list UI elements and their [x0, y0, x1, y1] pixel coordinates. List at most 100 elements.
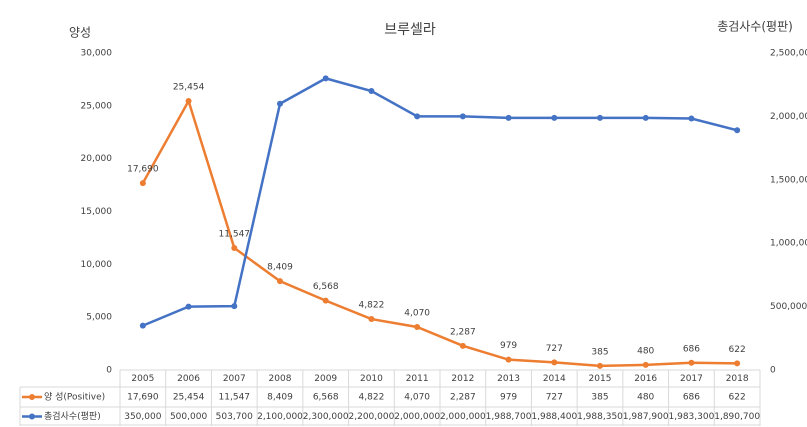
x-tick-label: 2006	[177, 374, 200, 384]
point	[322, 75, 329, 82]
point	[459, 342, 466, 349]
y2-tick-label: 0	[770, 366, 776, 376]
data-label: 25,454	[173, 83, 205, 93]
y2-axis-label: 총검사수(평판)	[717, 20, 793, 34]
table-cell: 25,454	[173, 393, 205, 403]
data-label: 727	[546, 344, 563, 354]
table-cell: 8,409	[267, 393, 293, 403]
x-tick-label: 2010	[360, 374, 383, 384]
y2-tick-label: 2,000,000	[770, 112, 807, 122]
table-cell: 1,988,400	[531, 412, 577, 422]
table-cell: 2,200,000	[349, 412, 395, 422]
point	[642, 361, 649, 368]
x-tick-label: 2015	[589, 374, 612, 384]
data-label: 11,547	[219, 229, 251, 239]
point	[688, 359, 695, 366]
point	[414, 113, 421, 120]
y-tick-label: 25,000	[81, 101, 113, 111]
table-cell: 385	[591, 393, 608, 403]
legend-label: 총검사수(평판)	[44, 410, 101, 422]
point	[368, 316, 375, 323]
point	[597, 114, 603, 121]
y-tick-label: 10,000	[81, 260, 113, 270]
table-cell: 2,100,000	[257, 412, 303, 422]
x-tick-label: 2018	[726, 374, 749, 384]
table-cell: 4,070	[404, 393, 430, 403]
point	[185, 303, 192, 310]
x-tick-label: 2011	[406, 374, 429, 384]
legend-label: 양 성(Positive)	[44, 392, 105, 403]
y-tick-label: 30,000	[81, 49, 113, 59]
table-cell: 11,547	[219, 393, 251, 403]
point	[505, 114, 512, 121]
data-label: 622	[729, 345, 746, 355]
x-tick-label: 2014	[543, 374, 566, 384]
table-cell: 350,000	[124, 412, 161, 422]
point	[505, 356, 512, 363]
table-cell: 1,987,900	[623, 412, 669, 422]
x-tick-label: 2005	[131, 374, 154, 384]
data-label: 979	[500, 341, 517, 351]
y2-tick-label: 1,000,000	[770, 239, 807, 249]
point	[322, 297, 329, 304]
table-cell: 622	[729, 393, 746, 403]
table-cell: 6,568	[313, 393, 339, 403]
table-cell: 500,000	[170, 412, 207, 422]
table-cell: 2,000,000	[440, 412, 486, 422]
point	[231, 244, 238, 251]
x-tick-label: 2009	[314, 374, 337, 384]
point	[688, 115, 695, 122]
table-cell: 1,988,350	[577, 412, 623, 422]
data-label: 385	[591, 347, 608, 357]
point	[642, 114, 649, 121]
point	[734, 127, 741, 134]
y-tick-label: 20,000	[81, 154, 113, 164]
point	[414, 323, 421, 330]
data-label: 686	[683, 344, 700, 354]
table-cell: 686	[683, 393, 700, 403]
y2-tick-label: 1,500,000	[770, 175, 807, 185]
point	[231, 303, 238, 310]
x-tick-label: 2012	[451, 374, 474, 384]
table-cell: 17,690	[127, 393, 159, 403]
point	[277, 278, 283, 285]
table-cell: 4,822	[359, 393, 385, 403]
y-axis-label: 양성	[69, 26, 91, 40]
series-line	[141, 97, 738, 368]
table-cell: 1,890,700	[714, 412, 760, 422]
point	[139, 322, 146, 329]
data-label: 8,409	[267, 263, 293, 273]
point	[368, 88, 375, 95]
x-tick-label: 2017	[680, 374, 703, 384]
table-cell: 2,287	[450, 393, 476, 403]
legend-marker	[29, 413, 35, 420]
y2-tick-label: 500,000	[770, 302, 807, 312]
table-cell: 503,700	[216, 412, 253, 422]
y-tick-label: 5,000	[86, 313, 112, 323]
point	[551, 359, 558, 366]
x-tick-label: 2007	[223, 374, 246, 384]
table-cell: 480	[637, 393, 654, 403]
table-cell: 1,983,300	[669, 412, 715, 422]
series-line	[142, 77, 738, 327]
y2-tick-label: 2,500,000	[770, 49, 807, 59]
legend-marker	[29, 394, 35, 400]
chart-title: 브루셀라	[384, 22, 436, 38]
data-label: 4,070	[404, 308, 430, 318]
x-tick-label: 2013	[497, 374, 520, 384]
data-label: 480	[637, 346, 654, 356]
data-label: 6,568	[313, 282, 339, 292]
table-cell: 979	[500, 393, 517, 403]
point	[597, 362, 603, 369]
table-cell: 1,988,700	[486, 412, 532, 422]
table-cell: 727	[546, 393, 563, 403]
point	[459, 113, 466, 120]
point	[185, 98, 192, 105]
x-tick-label: 2016	[634, 374, 657, 384]
x-tick-label: 2008	[269, 374, 292, 384]
point	[139, 180, 146, 187]
y-tick-label: 0	[106, 366, 112, 376]
data-label: 17,690	[127, 165, 159, 175]
table-cell: 2,300,000	[303, 412, 349, 422]
